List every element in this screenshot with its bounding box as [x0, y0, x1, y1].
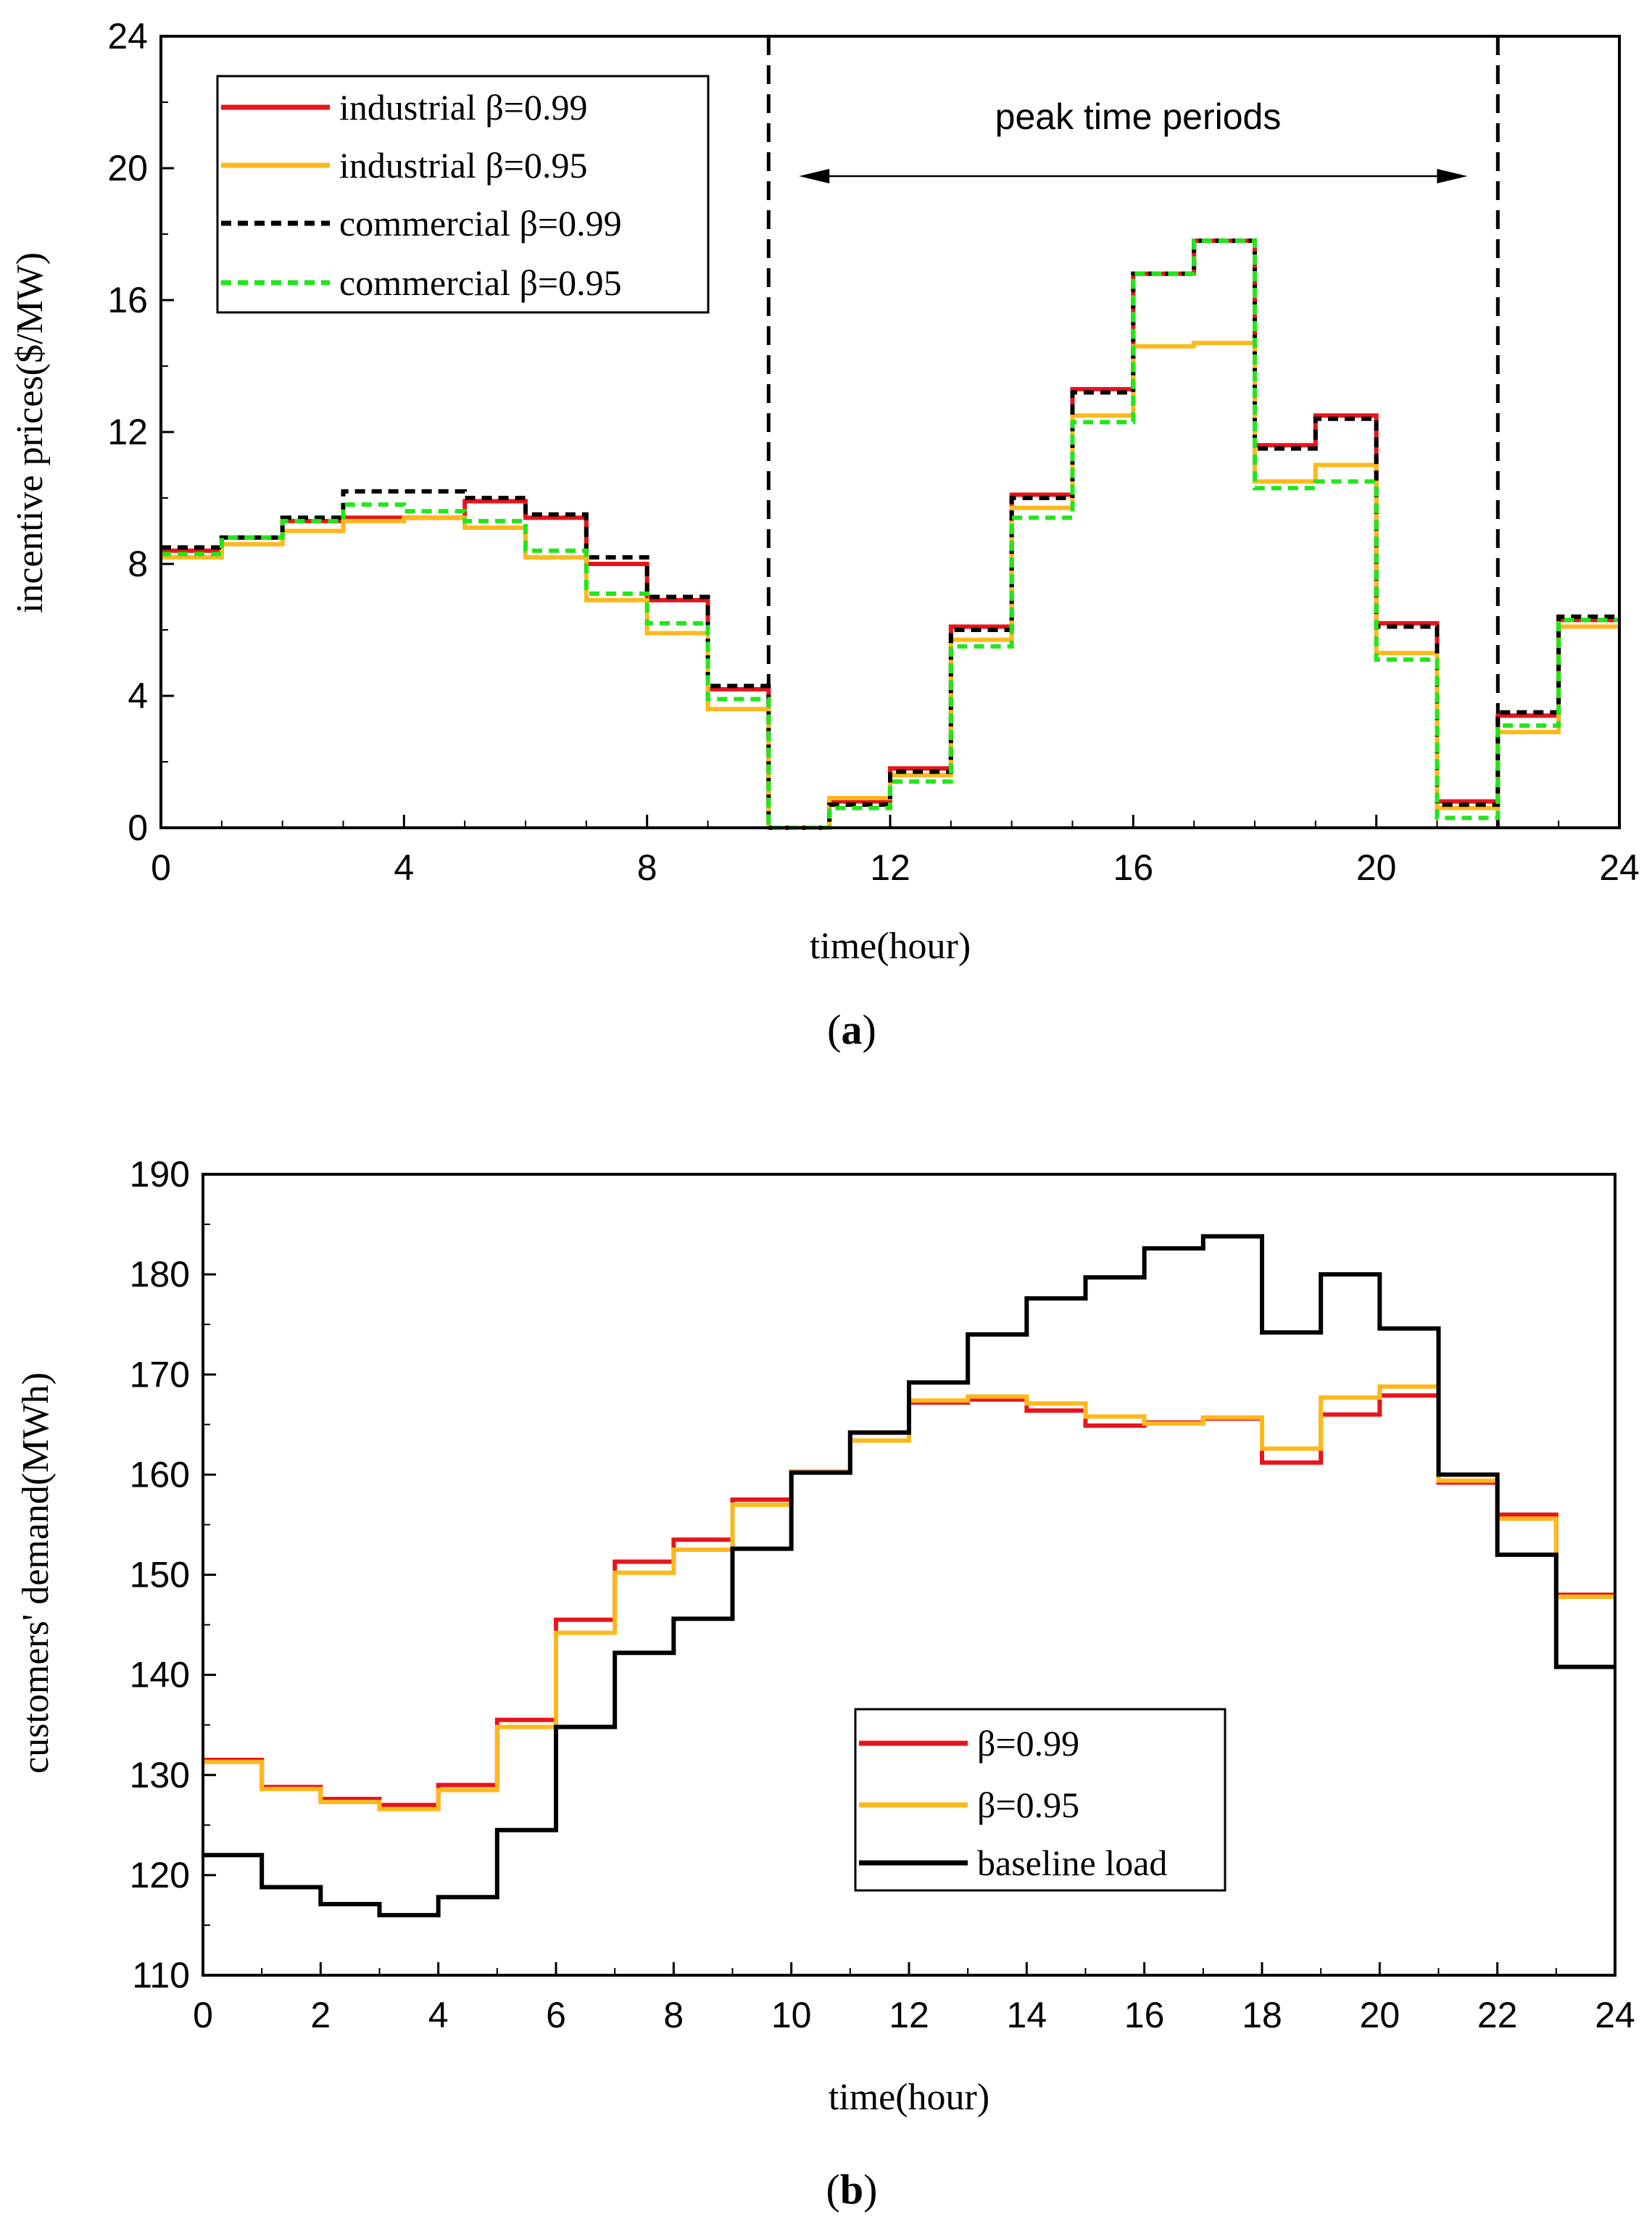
chart-b-x-tick-label-24: 24: [1595, 1995, 1635, 2035]
chart-a-y-tick-label-20: 20: [107, 148, 148, 188]
chart-a-caption-letter: a: [842, 1006, 863, 1053]
legend-label-b-baseline: baseline load: [977, 1843, 1167, 1883]
chart-b-x-tick-label-16: 16: [1124, 1995, 1165, 2035]
chart-a-x-tick-label-16: 16: [1113, 847, 1154, 888]
peak-annotation: peak time periods: [799, 96, 1468, 183]
peak-period-arrow: [799, 169, 1468, 183]
chart-a-y-tick-labels: 0 4 8 12 16 20 24: [107, 16, 148, 848]
chart-b-x-tick-label-6: 6: [546, 1995, 566, 2035]
chart-a-y-axis-label: incentive prices($/MW): [9, 252, 51, 613]
chart-b-x-tick-label-2: 2: [310, 1995, 331, 2035]
peak-arrow-head-right: [1437, 169, 1468, 183]
chart-b-caption-open: (: [826, 2166, 840, 2213]
chart-b-x-tick-label-18: 18: [1242, 1995, 1282, 2035]
legend-label-industrial-095: industrial β=0.95: [339, 145, 588, 186]
chart-b-legend-box: [854, 1708, 1226, 1892]
chart-b-y-axis-label: customers' demand(MWh): [15, 1372, 57, 1774]
peak-annotation-label: peak time periods: [995, 96, 1282, 137]
chart-b-plot-frame: [202, 1173, 1616, 1977]
chart-b-series-baseline-load: [203, 1234, 1615, 1918]
chart-b-caption-close: ): [863, 2166, 877, 2213]
chart-a-x-tick-label-8: 8: [637, 847, 657, 888]
chart-b-y-tick-label-120: 120: [130, 1855, 190, 1895]
chart-a-caption-open: (: [827, 1006, 841, 1053]
chart-b-x-tick-labels: 0 2 4 6 8 10 12 14 16 18 20 22 24: [193, 1995, 1635, 2035]
chart-b-y-tick-label-130: 130: [130, 1755, 190, 1795]
legend-label-industrial-099: industrial β=0.99: [339, 87, 588, 128]
chart-a-x-axis-label: time(hour): [810, 926, 971, 967]
legend-label-commercial-099: commercial β=0.99: [339, 203, 622, 244]
chart-a-legend-box: [216, 75, 710, 314]
chart-b-x-tick-label-0: 0: [193, 1995, 213, 2035]
chart-a-series: [161, 238, 1619, 830]
legend-label-b-099: β=0.99: [977, 1723, 1079, 1764]
chart-b-legend: β=0.99 β=0.95 baseline load: [854, 1708, 1226, 1892]
chart-a-x-tick-label-4: 4: [394, 847, 414, 888]
chart-a-y-tick-label-0: 0: [128, 807, 148, 848]
chart-a: 0 4 8 12 16 20 24 0 4 8 12 16 20 24 time(hour) incen…: [9, 16, 1640, 1053]
chart-a-y-tick-label-16: 16: [107, 280, 148, 320]
chart-a-x-tick-label-24: 24: [1599, 847, 1640, 888]
chart-b-y-tick-label-190: 190: [130, 1154, 190, 1195]
chart-b-y-tick-label-140: 140: [130, 1655, 190, 1695]
chart-b-caption-letter: b: [840, 2166, 863, 2213]
chart-a-y-tick-label-12: 12: [107, 412, 148, 452]
chart-a-caption: (a): [827, 1006, 876, 1053]
chart-b-x-tick-label-20: 20: [1360, 1995, 1400, 2035]
chart-b-y-tick-label-150: 150: [130, 1555, 190, 1595]
chart-b-x-axis-label: time(hour): [829, 2077, 989, 2118]
chart-b-y-tick-label-110: 110: [132, 1955, 190, 1996]
peak-arrow-head-left: [799, 169, 830, 183]
chart-b-x-tick-label-8: 8: [663, 1995, 684, 2035]
chart-a-x-tick-labels: 0 4 8 12 16 20 24: [151, 847, 1640, 888]
chart-b-x-tick-label-4: 4: [428, 1995, 449, 2035]
chart-a-y-tick-label-4: 4: [128, 676, 148, 716]
chart-a-y-tick-label-8: 8: [128, 544, 148, 584]
chart-b-y-tick-label-160: 160: [130, 1454, 190, 1495]
chart-a-series-commercial-0-95: [161, 238, 1619, 830]
chart-a-peak-boundaries: [766, 36, 1500, 828]
chart-b: 0 2 4 6 8 10 12 14 16 18 20 22 24 110120130140150160…: [15, 1154, 1635, 2213]
chart-b-y-tick-labels: 110 120 130 140 150 160 170 180 190: [130, 1154, 190, 1996]
chart-b-x-tick-label-14: 14: [1007, 1995, 1047, 2035]
chart-a-legend: industrial β=0.99 industrial β=0.95 comm…: [216, 75, 710, 314]
chart-b-caption: (b): [826, 2166, 878, 2213]
chart-b-x-tick-label-22: 22: [1477, 1995, 1518, 2035]
chart-a-y-tick-label-24: 24: [107, 16, 148, 57]
chart-b-y-tick-label-180: 180: [130, 1254, 190, 1295]
chart-b-series: [203, 1234, 1615, 1918]
chart-b-y-tick-label-170: 170: [130, 1354, 190, 1395]
chart-a-caption-close: ): [863, 1006, 876, 1053]
chart-a-x-tick-label-0: 0: [151, 847, 171, 888]
chart-b-x-tick-label-10: 10: [771, 1995, 812, 2035]
chart-b-x-tick-label-12: 12: [889, 1995, 929, 2035]
legend-label-commercial-095: commercial β=0.95: [339, 262, 622, 303]
chart-a-x-tick-label-20: 20: [1356, 847, 1397, 888]
chart-a-x-tick-label-12: 12: [870, 847, 910, 888]
legend-label-b-095: β=0.95: [977, 1785, 1079, 1825]
chart-a-plot-frame: [159, 35, 1621, 829]
